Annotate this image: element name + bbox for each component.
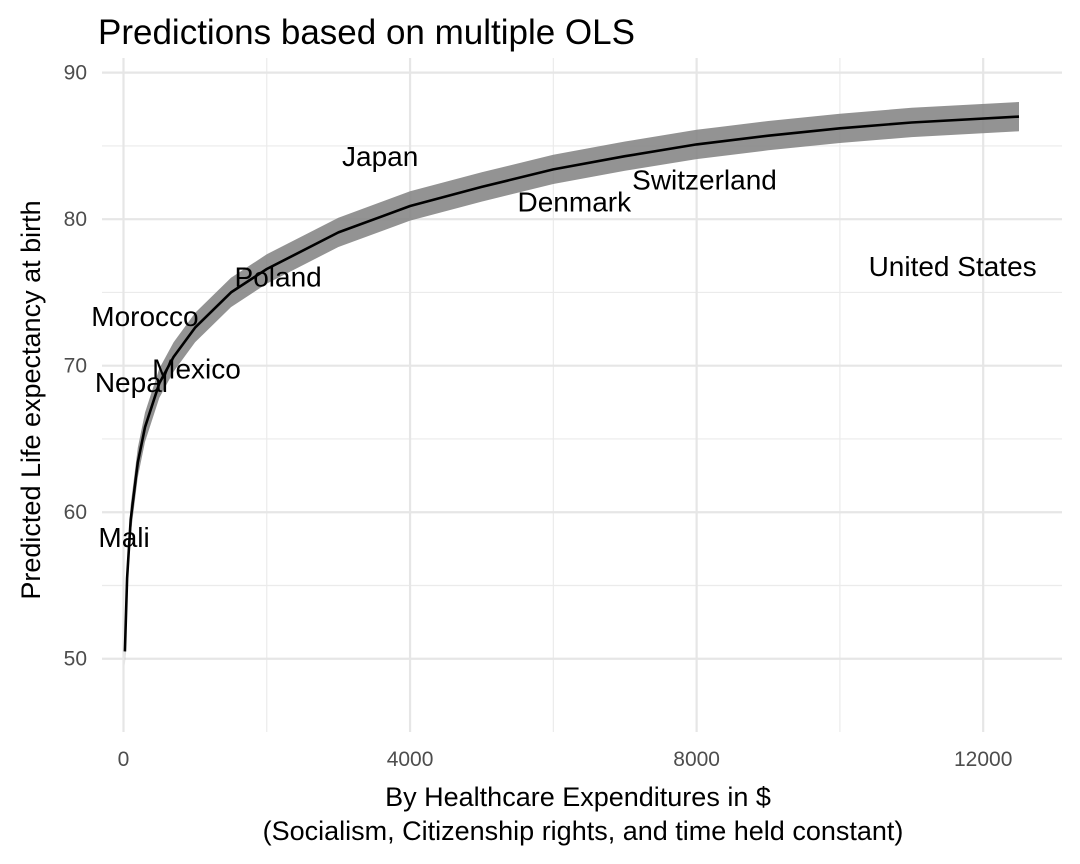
confidence-ribbon xyxy=(124,102,1019,667)
country-label: Nepal xyxy=(95,367,168,398)
x-tick-label: 0 xyxy=(118,748,130,771)
country-label: Morocco xyxy=(91,301,198,332)
country-label: Denmark xyxy=(518,187,633,218)
country-label: Mali xyxy=(98,522,149,553)
prediction-line-layer xyxy=(123,115,1020,652)
major-gridlines xyxy=(102,58,1062,732)
country-label: Poland xyxy=(235,261,322,292)
y-tick-label: 70 xyxy=(64,355,87,378)
x-tick-label: 8000 xyxy=(673,748,720,771)
tick-labels-layer: 0 4000 8000 12000 50 60 70 80 90 xyxy=(64,62,1013,771)
y-tick-label: 80 xyxy=(64,208,87,231)
y-tick-label: 60 xyxy=(64,501,87,524)
x-axis-title-line2: (Socialism, Citizenship rights, and time… xyxy=(263,816,904,846)
country-label: United States xyxy=(869,251,1037,282)
prediction-line xyxy=(123,115,1020,652)
y-tick-label: 50 xyxy=(64,648,87,671)
country-label: Japan xyxy=(342,141,418,172)
confidence-ribbon-layer xyxy=(124,102,1019,667)
chart-title: Predictions based on multiple OLS xyxy=(98,13,635,52)
x-tick-label: 12000 xyxy=(954,748,1012,771)
x-axis-title-line1: By Healthcare Expenditures in $ xyxy=(385,782,771,812)
country-label: Switzerland xyxy=(632,165,777,196)
y-tick-label: 90 xyxy=(64,62,87,85)
x-tick-label: 4000 xyxy=(387,748,434,771)
country-label: Mexico xyxy=(152,354,241,385)
y-axis-title: Predicted Life expectancy at birth xyxy=(16,200,46,599)
